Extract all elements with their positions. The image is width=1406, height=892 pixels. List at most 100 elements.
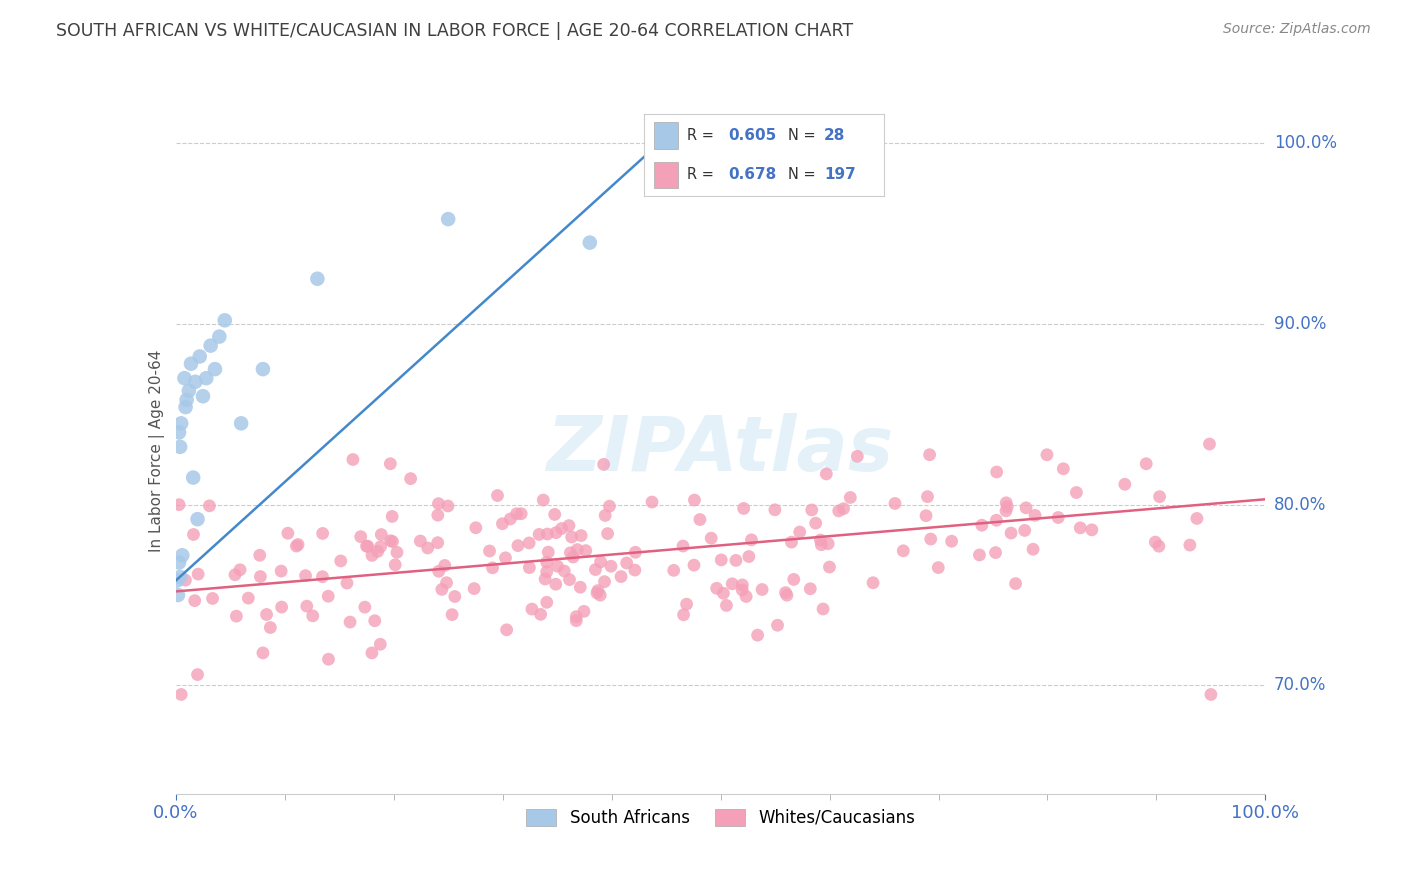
Point	[565, 609, 588, 624]
Point	[1000, 526, 1022, 541]
Point	[832, 501, 855, 516]
Point	[747, 628, 769, 642]
Point	[294, 568, 316, 582]
Point	[662, 563, 685, 577]
Point	[536, 565, 558, 579]
Point	[499, 512, 522, 526]
Point	[311, 570, 333, 584]
Text: N =: N =	[789, 168, 820, 182]
Point	[287, 537, 309, 551]
Text: 90.0%: 90.0%	[1274, 315, 1326, 333]
Point	[336, 576, 359, 591]
Point	[766, 618, 789, 632]
Point	[1149, 490, 1171, 504]
Point	[195, 371, 218, 385]
Point	[188, 350, 211, 364]
Point	[534, 572, 557, 586]
Point	[426, 535, 449, 549]
Point	[364, 614, 387, 628]
Point	[249, 548, 271, 562]
Point	[370, 540, 392, 554]
Point	[339, 615, 361, 629]
Point	[170, 688, 193, 702]
Point	[915, 508, 938, 523]
Point	[592, 458, 614, 472]
FancyBboxPatch shape	[654, 161, 678, 188]
Point	[506, 539, 529, 553]
Point	[531, 493, 554, 508]
Point	[1081, 523, 1104, 537]
Point	[846, 450, 869, 464]
Point	[589, 555, 612, 569]
Text: 0.678: 0.678	[728, 168, 776, 182]
Point	[1014, 524, 1036, 538]
Point	[616, 556, 638, 570]
Point	[810, 533, 832, 547]
Point	[593, 508, 616, 523]
Point	[706, 582, 728, 596]
Point	[481, 561, 503, 575]
Point	[1015, 500, 1038, 515]
Point	[891, 543, 914, 558]
Point	[1185, 511, 1208, 525]
Point	[252, 646, 274, 660]
Point	[536, 555, 558, 569]
Text: 80.0%: 80.0%	[1274, 496, 1326, 514]
Point	[751, 582, 773, 597]
Point	[356, 539, 378, 553]
Point	[724, 553, 747, 567]
Point	[311, 526, 333, 541]
Point	[700, 531, 723, 545]
Point	[249, 569, 271, 583]
Point	[799, 582, 821, 596]
Point	[731, 578, 754, 592]
Point	[575, 543, 598, 558]
Point	[353, 600, 375, 615]
Point	[624, 563, 647, 577]
Point	[252, 362, 274, 376]
Point	[810, 538, 832, 552]
Point	[800, 503, 823, 517]
Point	[187, 567, 209, 582]
Point	[433, 558, 456, 573]
Point	[672, 539, 695, 553]
Point	[517, 536, 540, 550]
Point	[277, 526, 299, 541]
Text: R =: R =	[688, 168, 718, 182]
Point	[917, 490, 939, 504]
Point	[763, 502, 786, 516]
Point	[567, 542, 589, 557]
Point	[409, 534, 432, 549]
Point	[505, 507, 527, 521]
Text: 0.605: 0.605	[728, 128, 776, 143]
Point	[862, 575, 884, 590]
Point	[1024, 508, 1046, 523]
Point	[416, 541, 439, 555]
Point	[318, 652, 340, 666]
Point	[817, 537, 839, 551]
Point	[166, 574, 188, 588]
Point	[569, 580, 592, 594]
Point	[986, 513, 1008, 527]
Text: SOUTH AFRICAN VS WHITE/CAUCASIAN IN LABOR FORCE | AGE 20-64 CORRELATION CHART: SOUTH AFRICAN VS WHITE/CAUCASIAN IN LABO…	[56, 22, 853, 40]
Point	[463, 582, 485, 596]
Point	[546, 559, 568, 574]
Point	[478, 544, 501, 558]
Point	[167, 498, 190, 512]
Point	[689, 512, 711, 526]
Point	[600, 559, 623, 574]
Point	[986, 465, 1008, 479]
Point	[256, 607, 278, 622]
Y-axis label: In Labor Force | Age 20-64: In Labor Force | Age 20-64	[149, 350, 165, 551]
Point	[238, 591, 260, 605]
Point	[200, 338, 222, 352]
Point	[558, 518, 581, 533]
Point	[969, 548, 991, 562]
Point	[733, 501, 755, 516]
Point	[436, 575, 458, 590]
Point	[1144, 535, 1167, 549]
Point	[537, 545, 560, 559]
Point	[527, 527, 550, 541]
Point	[231, 417, 253, 431]
Text: 100.0%: 100.0%	[1274, 134, 1337, 153]
